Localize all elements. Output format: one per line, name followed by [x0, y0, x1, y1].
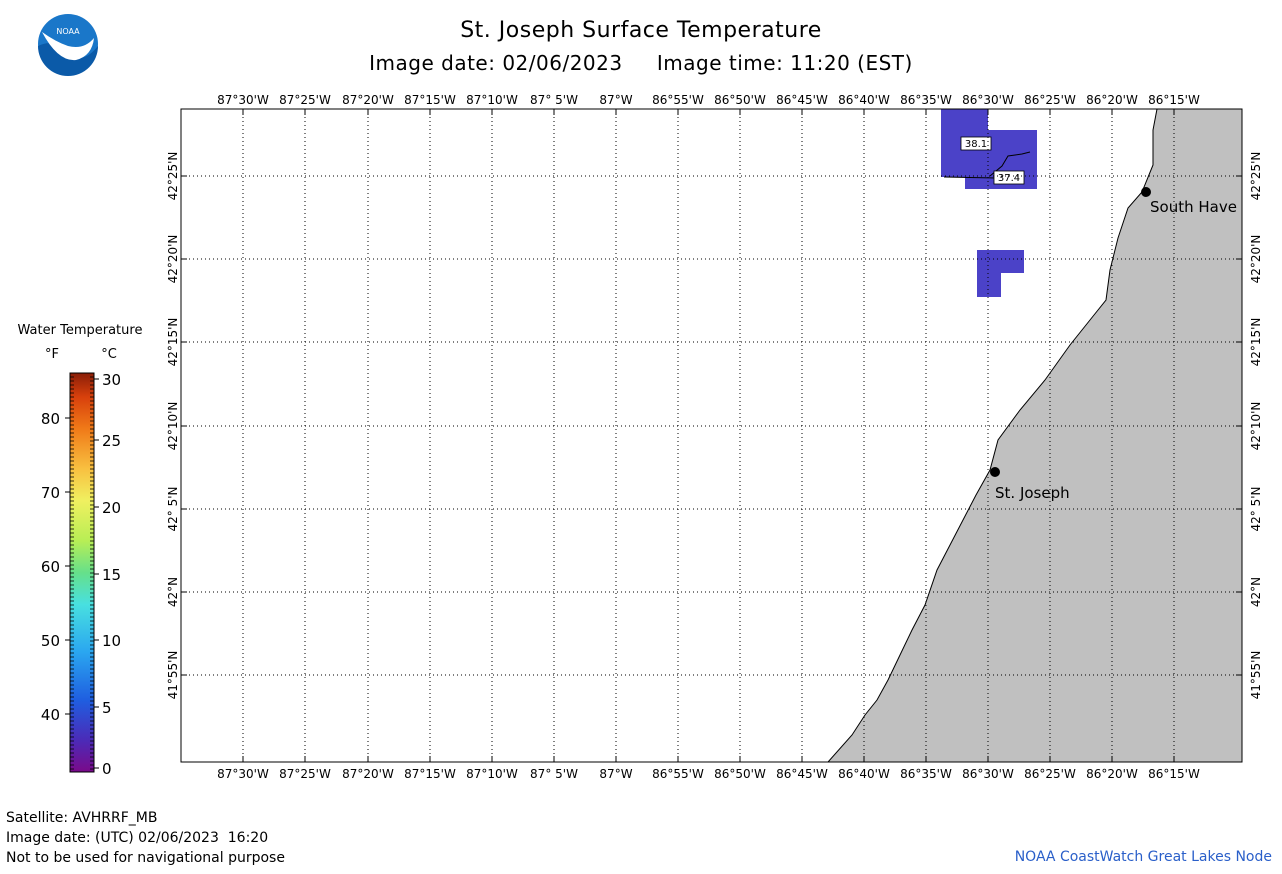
- legend-colorbar: [69, 372, 95, 773]
- longitude-label: 86°35'W: [900, 93, 952, 107]
- map-frame: [180, 108, 1243, 763]
- longitude-label: 87°W: [599, 767, 632, 781]
- longitude-label: 87° 5'W: [530, 93, 578, 107]
- longitude-label: 86°35'W: [900, 767, 952, 781]
- legend-c-label: 0: [102, 760, 112, 778]
- longitude-label: 86°45'W: [776, 93, 828, 107]
- image-time: Image time: 11:20 (EST): [656, 51, 913, 75]
- contour-label: 38.1: [965, 139, 987, 150]
- contour-label-box: [960, 136, 992, 151]
- latitude-label: 42°25'N: [166, 152, 180, 201]
- longitude-label: 86°50'W: [714, 93, 766, 107]
- latitude-label: 42° 5'N: [166, 487, 180, 532]
- satellite-label: Satellite: AVHRRF_MB: [6, 810, 158, 826]
- image-date: Image date: 02/06/2023: [369, 51, 623, 75]
- longitude-label: 86°15'W: [1148, 93, 1200, 107]
- legend-f-label: 50: [41, 632, 60, 650]
- longitude-label: 87°20'W: [342, 767, 394, 781]
- sst-patch: [977, 270, 1001, 297]
- footer-info: Satellite: AVHRRF_MB Image date: (UTC) 0…: [6, 808, 285, 868]
- longitude-label: 86°40'W: [838, 767, 890, 781]
- contour-label-box: [993, 170, 1025, 185]
- legend-unit-f: °F: [45, 347, 59, 362]
- longitude-label: 86°15'W: [1148, 767, 1200, 781]
- legend-title: Water Temperature: [18, 323, 143, 338]
- latitude-label: 42°N: [1249, 577, 1263, 607]
- latitude-label: 42°15'N: [166, 318, 180, 367]
- longitude-label: 86°55'W: [652, 767, 704, 781]
- longitude-label: 87°30'W: [217, 93, 269, 107]
- latitude-label: 42°N: [166, 577, 180, 607]
- legend-f-label: 70: [41, 484, 60, 502]
- legend-f-label: 80: [41, 410, 60, 428]
- map-subtitle: Image date: 02/06/2023 Image time: 11:20…: [0, 51, 1282, 75]
- contour-label: 37.4: [998, 173, 1020, 184]
- legend-unit-c: °C: [101, 347, 117, 362]
- longitude-label: 86°50'W: [714, 767, 766, 781]
- latitude-label: 42°15'N: [1249, 318, 1263, 367]
- legend-c-label: 5: [102, 699, 112, 717]
- latitude-label: 41°55'N: [166, 651, 180, 700]
- credit-label: NOAA CoastWatch Great Lakes Node: [1014, 849, 1272, 865]
- longitude-label: 87°15'W: [404, 93, 456, 107]
- latitude-label: 42°20'N: [166, 235, 180, 284]
- longitude-label: 87°20'W: [342, 93, 394, 107]
- logo-text: NOAA: [56, 27, 80, 36]
- city-label: St. Joseph: [995, 484, 1070, 502]
- longitude-label: 87°10'W: [466, 767, 518, 781]
- map-title: St. Joseph Surface Temperature: [460, 18, 822, 43]
- longitude-label: 86°20'W: [1086, 93, 1138, 107]
- longitude-label: 86°20'W: [1086, 767, 1138, 781]
- legend-f-label: 60: [41, 558, 60, 576]
- longitude-label: 86°30'W: [962, 93, 1014, 107]
- longitude-label: 86°45'W: [776, 767, 828, 781]
- longitude-label: 86°25'W: [1024, 767, 1076, 781]
- city-label: South Have: [1150, 198, 1237, 216]
- land-area: [826, 108, 1243, 763]
- longitude-label: 86°40'W: [838, 93, 890, 107]
- longitude-label: 87°W: [599, 93, 632, 107]
- legend-c-label: 25: [102, 432, 121, 450]
- latitude-label: 42°10'N: [166, 402, 180, 451]
- longitude-label: 87° 5'W: [530, 767, 578, 781]
- latitude-label: 42°25'N: [1249, 152, 1263, 201]
- isotherm-line: [943, 176, 997, 179]
- legend-f-label: 40: [41, 706, 60, 724]
- city-marker: [990, 467, 1000, 477]
- latitude-label: 42°10'N: [1249, 402, 1263, 451]
- longitude-label: 86°55'W: [652, 93, 704, 107]
- latitude-label: 42°20'N: [1249, 235, 1263, 284]
- longitude-label: 87°30'W: [217, 767, 269, 781]
- utc-date-label: Image date: (UTC) 02/06/2023 16:20: [6, 830, 269, 846]
- city-marker: [1141, 187, 1151, 197]
- legend-c-label: 15: [102, 566, 121, 584]
- latitude-label: 41°55'N: [1249, 651, 1263, 700]
- sst-patch: [977, 250, 1024, 273]
- longitude-label: 87°25'W: [279, 767, 331, 781]
- legend-c-label: 20: [102, 499, 121, 517]
- legend-c-label: 30: [102, 371, 121, 389]
- legend-c-label: 10: [102, 632, 121, 650]
- isotherm-line: [989, 151, 1031, 177]
- disclaimer-label: Not to be used for navigational purpose: [6, 850, 285, 866]
- longitude-label: 86°30'W: [962, 767, 1014, 781]
- latitude-label: 42° 5'N: [1249, 487, 1263, 532]
- longitude-label: 87°25'W: [279, 93, 331, 107]
- longitude-label: 86°25'W: [1024, 93, 1076, 107]
- noaa-logo-icon: NOAA: [36, 12, 100, 76]
- longitude-label: 87°15'W: [404, 767, 456, 781]
- longitude-label: 87°10'W: [466, 93, 518, 107]
